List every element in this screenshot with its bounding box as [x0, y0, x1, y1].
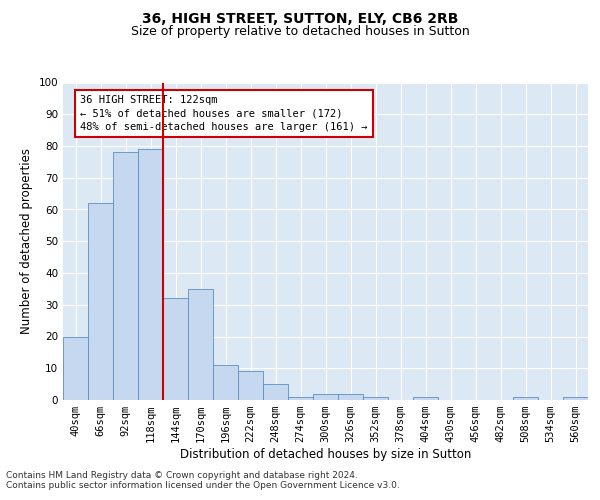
Text: 36, HIGH STREET, SUTTON, ELY, CB6 2RB: 36, HIGH STREET, SUTTON, ELY, CB6 2RB [142, 12, 458, 26]
Text: Contains HM Land Registry data © Crown copyright and database right 2024.: Contains HM Land Registry data © Crown c… [6, 472, 358, 480]
Bar [363, 397, 388, 400]
Bar [413, 397, 438, 400]
Bar [63, 336, 88, 400]
Bar [288, 397, 313, 400]
Y-axis label: Number of detached properties: Number of detached properties [20, 148, 33, 334]
Text: 36 HIGH STREET: 122sqm
← 51% of detached houses are smaller (172)
48% of semi-de: 36 HIGH STREET: 122sqm ← 51% of detached… [80, 95, 368, 132]
X-axis label: Distribution of detached houses by size in Sutton: Distribution of detached houses by size … [180, 448, 471, 461]
Bar [163, 298, 188, 400]
Bar [513, 397, 538, 400]
Bar [88, 203, 113, 400]
Bar [138, 149, 163, 400]
Bar [338, 394, 363, 400]
Bar [238, 372, 263, 400]
Text: Contains public sector information licensed under the Open Government Licence v3: Contains public sector information licen… [6, 482, 400, 490]
Bar [213, 365, 238, 400]
Text: Size of property relative to detached houses in Sutton: Size of property relative to detached ho… [131, 24, 469, 38]
Bar [263, 384, 288, 400]
Bar [188, 289, 213, 400]
Bar [113, 152, 138, 400]
Bar [563, 397, 588, 400]
Bar [313, 394, 338, 400]
